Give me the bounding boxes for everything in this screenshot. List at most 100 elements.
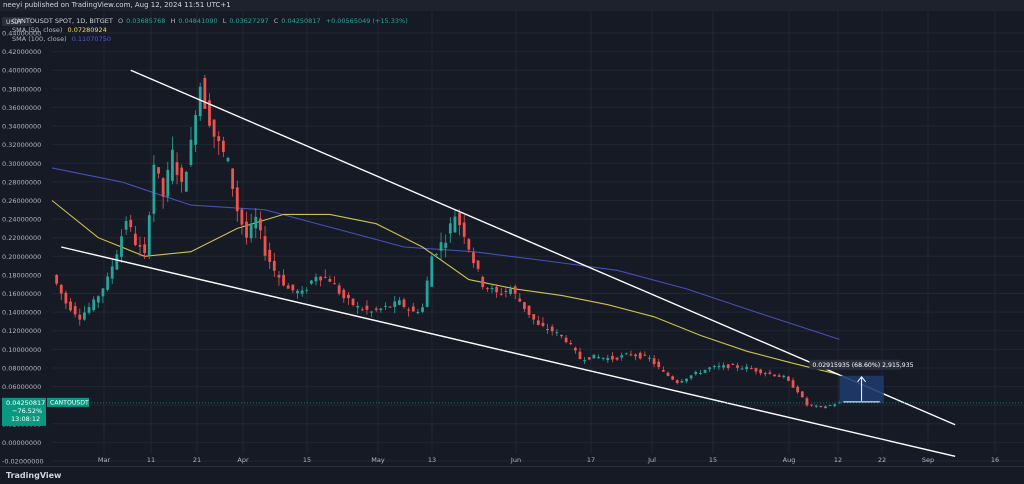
candle-body	[597, 356, 600, 359]
time-tick-label: 15	[709, 456, 717, 464]
candle-body	[171, 149, 174, 181]
price-tick-label: 0.44000000	[2, 30, 41, 38]
candle-body	[166, 169, 170, 197]
candle-body	[333, 283, 336, 285]
candle-body	[573, 347, 577, 351]
time-tick-label: May	[371, 456, 385, 464]
candle-body	[759, 369, 763, 374]
candle-body	[147, 215, 151, 256]
candle-body	[560, 334, 563, 337]
candle-body	[402, 299, 406, 307]
candle-body	[143, 244, 147, 253]
candle-body	[374, 308, 378, 310]
candle-body	[824, 406, 827, 409]
candle-body	[592, 354, 596, 359]
candle-body	[444, 242, 448, 248]
legend-c-label: C	[273, 17, 279, 25]
price-chart[interactable]: 0.44000000 0.42000000 0.40000000 0.38000000…	[0, 11, 1024, 484]
candle-body	[652, 358, 656, 365]
candle-body	[833, 404, 837, 406]
measure-label: 0.02915935 (68.60%) 2,915,935	[812, 362, 913, 369]
lower-trendline	[61, 246, 956, 458]
time-tick-label: 16	[991, 456, 999, 464]
candle-body	[777, 375, 781, 377]
candle-body	[360, 309, 364, 311]
legend-l-label: L	[222, 17, 227, 25]
sma50-label: SMA (50, close)	[12, 26, 63, 34]
candle-body	[555, 332, 559, 334]
candle-body	[73, 306, 77, 315]
legend-o-label: O	[117, 17, 124, 25]
candle-body	[754, 368, 758, 372]
sma100-label: SMA (100, close)	[12, 35, 67, 43]
published-text: neeyi published on TradingView.com, Aug …	[3, 1, 231, 9]
candle-body	[458, 212, 461, 226]
candle-body	[133, 233, 137, 245]
legend-sma100-row[interactable]: SMA (100, close) 0.11070750	[12, 35, 114, 44]
time-axis: Mar 11 21 Apr 15 May 13 Jun 17 Jul 15 Aug 12 22 Sep 16	[98, 456, 999, 464]
candle-body	[536, 320, 540, 325]
chart-area[interactable]: 0.44000000 0.42000000 0.40000000 0.38000000…	[0, 11, 1024, 484]
candle-body	[685, 378, 688, 382]
candle-body	[643, 354, 647, 356]
price-tick-label: 0.12000000	[2, 327, 41, 335]
candle-body	[495, 286, 499, 293]
candle-body	[472, 252, 475, 264]
candle-body	[601, 357, 605, 359]
candle-body	[388, 306, 392, 308]
price-tick-label: 0.00000000	[2, 439, 41, 447]
candle-body	[259, 218, 262, 231]
candle-body	[263, 236, 267, 256]
time-tick-label: Aug	[783, 456, 796, 464]
candle-body	[337, 285, 341, 294]
candle-body	[773, 374, 776, 377]
candle-body	[203, 77, 207, 109]
candle-body	[680, 380, 684, 383]
footer-bar: TradingView	[0, 466, 1024, 484]
candle-body	[504, 290, 508, 292]
price-badge-change: −76.52%	[12, 407, 42, 415]
candle-body	[578, 351, 582, 360]
price-tick-label: 0.24000000	[2, 216, 41, 224]
candle-body	[583, 360, 587, 362]
candle-body	[435, 253, 438, 255]
legend-h: 0.04841090	[178, 17, 218, 25]
legend-sma50-row[interactable]: SMA (50, close) 0.07280924	[12, 26, 110, 35]
candle-body	[268, 249, 272, 262]
candle-body	[712, 366, 716, 368]
candle-body	[624, 353, 628, 355]
price-badge-bg	[2, 397, 46, 426]
time-tick-label: Sep	[922, 456, 934, 464]
time-tick-label: 15	[303, 456, 311, 464]
candle-body	[439, 242, 443, 251]
candle-body	[800, 391, 804, 398]
candle-body	[518, 298, 522, 302]
candle-body	[397, 300, 401, 305]
legend-c: 0.04250817	[281, 17, 321, 25]
candle-body	[634, 354, 637, 357]
candle-body	[92, 299, 96, 311]
candle-body	[393, 301, 397, 307]
sma-50-line	[51, 200, 840, 376]
candle-body	[384, 305, 387, 307]
candle-body	[527, 305, 531, 315]
candle-body	[606, 357, 610, 361]
sma-100-path	[51, 167, 840, 340]
measurement-tool[interactable]: 0.02915935 (68.60%) 2,915,935	[809, 359, 914, 403]
tradingview-logo[interactable]: TradingView	[6, 471, 62, 480]
candle-body	[708, 367, 712, 370]
legend-symbol: CANTOUSDT SPOT, 1D, BITGET	[12, 17, 113, 25]
price-tick-label: 0.08000000	[2, 364, 41, 372]
sma100-value: 0.11070750	[71, 35, 111, 43]
candle-body	[485, 287, 489, 289]
published-header: neeyi published on TradingView.com, Aug …	[0, 0, 1024, 11]
price-badge-countdown: 13:08:12	[11, 415, 40, 423]
candle-body	[661, 369, 665, 372]
candle-body	[467, 239, 471, 250]
candle-body	[532, 314, 536, 320]
candle-body	[198, 86, 202, 117]
candle-body	[611, 355, 614, 360]
candle-body	[323, 276, 327, 278]
candle-body	[416, 312, 420, 314]
price-tick-label: 0.38000000	[2, 85, 41, 93]
